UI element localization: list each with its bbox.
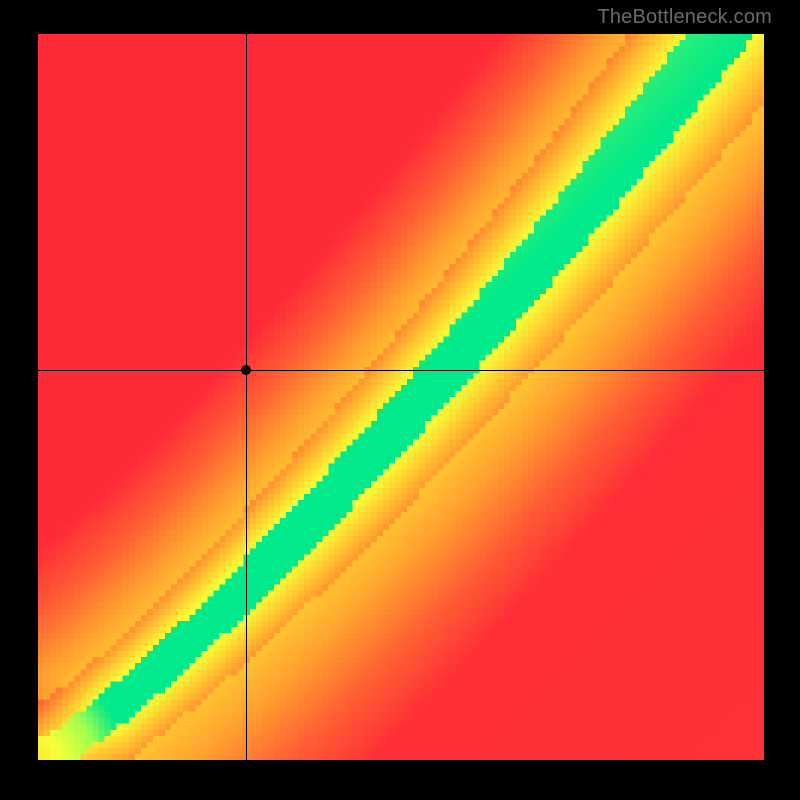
bottleneck-heatmap bbox=[38, 34, 764, 760]
heatmap-canvas bbox=[38, 34, 764, 760]
watermark-text: TheBottleneck.com bbox=[597, 6, 772, 29]
